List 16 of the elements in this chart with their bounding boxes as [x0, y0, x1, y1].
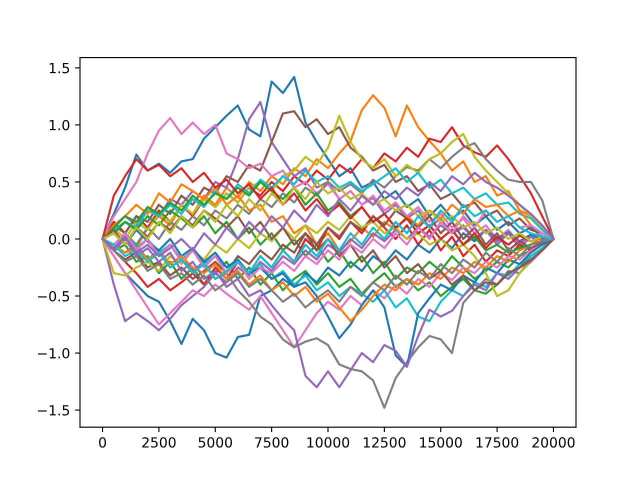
x-tick-label: 15000: [420, 437, 462, 448]
x-tick-label: 2500: [142, 437, 176, 448]
x-tick-label: 20000: [532, 437, 575, 448]
y-tick-label: −1.0: [38, 348, 70, 359]
y-tick-label: −1.5: [38, 405, 70, 416]
y-tick-label: 0.5: [49, 176, 70, 188]
x-tick-label: 0: [99, 437, 106, 448]
x-tick-label: 12500: [364, 437, 406, 448]
y-tick-label: 1.5: [50, 63, 70, 74]
x-tick-label: 17500: [476, 437, 518, 448]
x-tick-label: 7500: [255, 437, 288, 448]
x-tick-label: 5000: [198, 437, 232, 448]
y-tick-label: −0.5: [38, 290, 70, 302]
y-tick-label: 1.0: [50, 120, 70, 130]
x-tick-label: 10000: [307, 437, 350, 448]
y-tick-label: 0.0: [49, 234, 70, 244]
